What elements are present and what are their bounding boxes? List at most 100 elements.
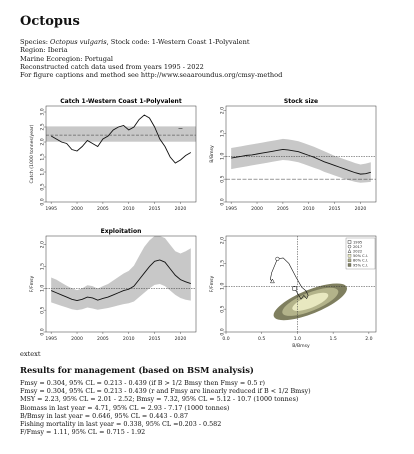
x-tick-label: 2005 xyxy=(277,206,289,212)
y-tick-label: 0.0 xyxy=(40,198,46,205)
result-line-biomass: Biomass in last year = 4.71, 95% CL = 2.… xyxy=(20,403,230,412)
result-line-fishing-mortality: Fishing mortality in last year = 0.338, … xyxy=(20,420,222,429)
legend-entry: 50% C.I. xyxy=(353,254,368,258)
y-tick-label: 3.0 xyxy=(40,108,46,115)
trajectory-start-point xyxy=(292,286,297,291)
x-tick-label: 2020 xyxy=(175,336,187,342)
y-tick-label: 1.5 xyxy=(220,260,226,267)
y-tick-label: 2.5 xyxy=(40,123,46,130)
plot-frame xyxy=(225,105,377,203)
y-tick-label: 0.0 xyxy=(220,328,226,335)
x-tick-label: 1.5 xyxy=(329,336,336,342)
y-tick-label: 0.0 xyxy=(40,328,46,335)
stock-series-line xyxy=(231,148,371,175)
y-tick-label: 0.5 xyxy=(40,183,46,190)
panel-title: Catch 1-Western Coast 1-Polyvalent xyxy=(60,98,182,105)
x-axis-label: B/Bmsy xyxy=(292,343,310,349)
y-axis-label: F/Fmsy xyxy=(29,276,35,293)
legend-swatch xyxy=(347,244,352,249)
x-tick-label: 2010 xyxy=(123,206,135,212)
figure-note-line: For figure captions and method see http:… xyxy=(20,71,283,80)
x-tick-label: 2000 xyxy=(71,206,83,212)
x-tick-label: 2015 xyxy=(149,206,161,212)
x-tick-label: 2020 xyxy=(175,206,187,212)
result-line-bbmsy: B/Bmsy in last year = 0.646, 95% CL = 0.… xyxy=(20,411,189,420)
y-tick-label: 2.0 xyxy=(40,241,46,248)
y-axis-label: Catch (1000 tonnes/year) xyxy=(29,124,35,183)
catch-years-line: Reconstructed catch data used from years… xyxy=(20,62,204,71)
plot-frame xyxy=(225,235,377,333)
x-tick-label: 2015 xyxy=(329,206,341,212)
y-axis-label: B/Bmsy xyxy=(209,145,215,163)
y-tick-label: 2.0 xyxy=(220,237,226,244)
species-name: Octopus vulgaris xyxy=(50,38,107,46)
y-tick-label: 1.0 xyxy=(220,153,226,160)
legend-entry: 95% C.I. xyxy=(353,263,368,267)
caption-tag: extext xyxy=(20,350,41,358)
result-line-fmsy: Fmsy = 0.304, 95% CL = 0.213 - 0.439 (if… xyxy=(20,379,265,387)
y-tick-label: 2.0 xyxy=(40,138,46,145)
legend-entry: 1995 xyxy=(353,240,362,244)
legend-swatch xyxy=(347,240,352,244)
x-tick-label: 2020 xyxy=(355,206,367,212)
results-heading: Results for management (based on BSM ana… xyxy=(20,365,254,375)
species-suffix: , Stock code: 1-Western Coast 1-Polyvale… xyxy=(106,38,250,46)
x-tick-label: 0.0 xyxy=(222,336,229,342)
stock-size-panel: Stock size 1995 2000 2005 2010 2015 2020 0.0 0.5… xyxy=(209,98,377,212)
x-tick-label: 2005 xyxy=(97,206,109,212)
result-line-fmsy-reduced: Fmsy = 0.304, 95% CL = 0.213 - 0.439 (r … xyxy=(20,387,311,396)
plot-frame xyxy=(45,235,197,333)
y-tick-label: 1.0 xyxy=(40,168,46,175)
y-tick-label: 1.0 xyxy=(220,283,226,290)
x-tick-label: 2010 xyxy=(123,336,135,342)
y-tick-label: 0.5 xyxy=(40,306,46,313)
x-tick-label: 2.0 xyxy=(365,336,372,342)
species-line: Species: Octopus vulgaris, Stock code: 1… xyxy=(20,38,282,46)
y-tick-label: 0.0 xyxy=(220,198,226,205)
trajectory-mid-point xyxy=(275,256,280,261)
page-title: Octopus xyxy=(20,14,80,29)
y-tick-label: 1.5 xyxy=(40,153,46,160)
exploitation-confidence-band xyxy=(51,236,191,311)
ci-50-region xyxy=(292,292,329,311)
legend-swatch xyxy=(347,254,352,258)
y-tick-label: 0.5 xyxy=(220,175,226,182)
ecoregion-line: Marine Ecoregion: Portugal xyxy=(20,54,114,63)
legend-swatch xyxy=(347,263,352,267)
exploitation-series-line xyxy=(50,259,191,302)
kobe-trajectory-line xyxy=(269,257,309,300)
x-tick-label: 1995 xyxy=(45,336,57,342)
x-tick-label: 2000 xyxy=(251,206,263,212)
x-tick-label: 1.0 xyxy=(294,336,301,342)
y-axis-label: F/Fmsy xyxy=(209,276,215,293)
y-tick-label: 1.0 xyxy=(40,285,46,292)
x-tick-label: 2000 xyxy=(71,336,83,342)
y-tick-label: 1.5 xyxy=(220,130,226,137)
region-line: Region: Iberia xyxy=(20,46,68,55)
stock-confidence-band xyxy=(231,138,371,183)
x-tick-label: 2005 xyxy=(97,336,109,342)
results-list: Fmsy = 0.304, 95% CL = 0.213 - 0.439 (if… xyxy=(20,379,311,436)
x-tick-label: 2010 xyxy=(303,206,315,212)
species-prefix: Species: xyxy=(20,38,51,46)
result-line-ffmsy: F/Fmsy = 1.11, 95% CL = 0.715 - 1.92 xyxy=(20,428,146,437)
catch-series-line xyxy=(50,114,192,164)
y-tick-label: 1.5 xyxy=(40,263,46,270)
legend-entry: 80% C.I. xyxy=(353,259,368,263)
y-tick-label: 2.0 xyxy=(220,107,226,114)
msy-confidence-band xyxy=(46,126,196,142)
legend-entry: 2017 xyxy=(353,245,362,249)
legend-swatch xyxy=(347,249,352,253)
legend-swatch xyxy=(347,258,352,263)
panel-title: Stock size xyxy=(284,98,318,105)
legend-entry: 2022 xyxy=(353,250,362,254)
trajectory-end-point xyxy=(270,278,275,284)
plot-frame xyxy=(45,105,197,203)
x-tick-label: 1995 xyxy=(225,206,237,212)
panel-title: Exploitation xyxy=(101,228,142,235)
catch-panel: Catch 1-Western Coast 1-Polyvalent 1995 20… xyxy=(29,98,197,212)
y-tick-label: 0.5 xyxy=(220,305,226,312)
x-tick-label: 1995 xyxy=(45,206,57,212)
x-tick-label: 0.5 xyxy=(258,336,265,342)
